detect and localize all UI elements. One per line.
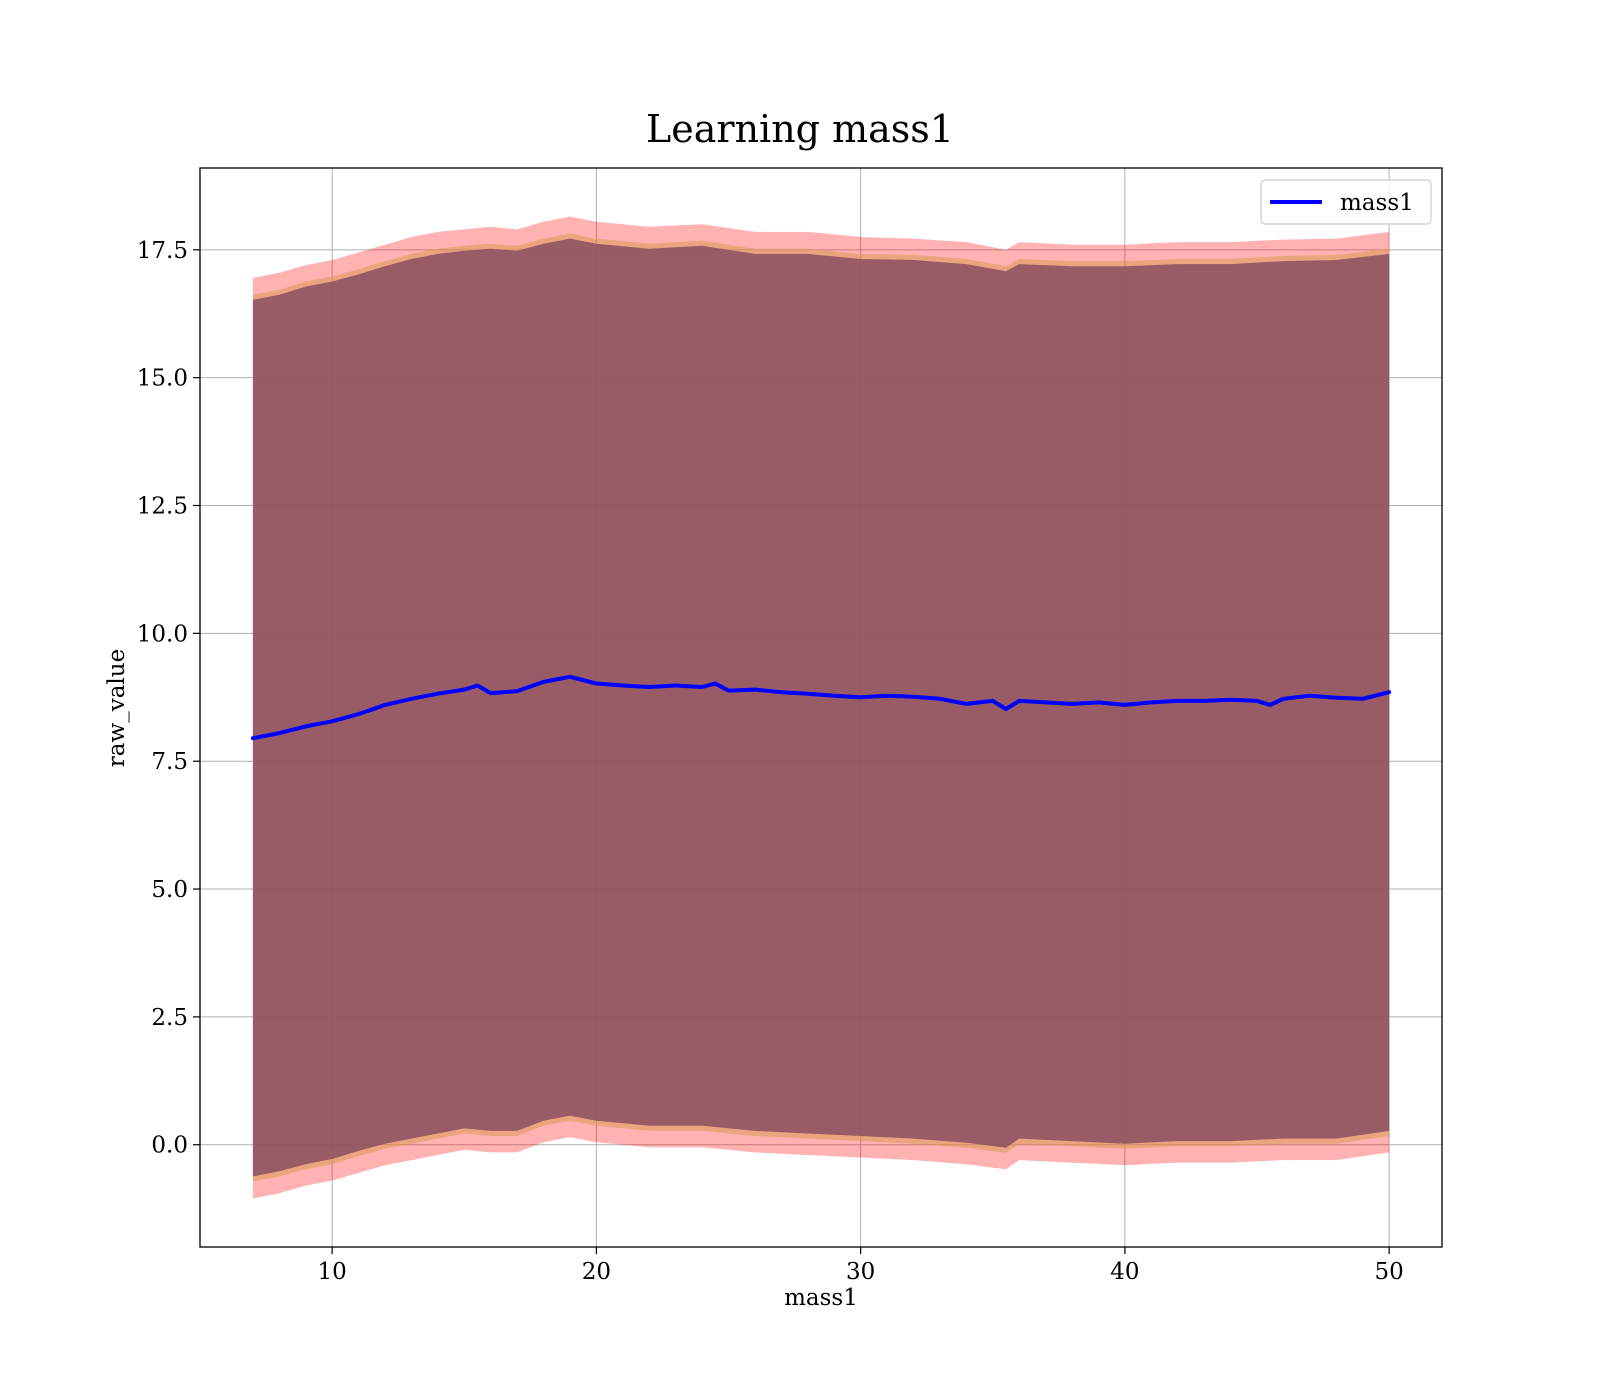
y-axis-label: raw_value [104,649,130,767]
series-line-mass1 [250,674,1392,741]
y-tick-label-3: 7.5 [151,749,188,775]
confidence-bands [252,216,1390,1199]
legend-box [1260,179,1432,225]
y-axis-ticks: 0.0 2.5 5.0 7.5 10.0 12.5 15.0 17.5 [137,238,200,1159]
y-tick-label-7: 17.5 [137,238,188,264]
x-axis-ticks: 10 20 30 40 50 [317,1247,1404,1285]
y-tick-label-0: 0.0 [151,1133,188,1159]
x-tick-label-3: 40 [1110,1259,1139,1285]
y-tick-label-5: 12.5 [137,494,188,520]
y-tick-label-2: 5.0 [151,877,188,903]
x-tick-label-1: 20 [582,1259,611,1285]
legend: mass1 [1260,179,1432,225]
x-tick-label-2: 30 [846,1259,875,1285]
chart-title: Learning mass1 [646,107,954,151]
y-tick-label-6: 15.0 [137,366,188,392]
plot-frame [199,167,1443,1248]
x-tick-label-0: 10 [317,1259,346,1285]
band-3 [252,238,1390,1177]
legend-label-mass1: mass1 [1340,190,1414,216]
series-line-layer [250,674,1392,741]
y-tick-label-1: 2.5 [151,1005,188,1031]
x-tick-label-4: 50 [1375,1259,1404,1285]
x-axis-label: mass1 [784,1285,858,1311]
y-tick-label-4: 10.0 [137,621,188,647]
